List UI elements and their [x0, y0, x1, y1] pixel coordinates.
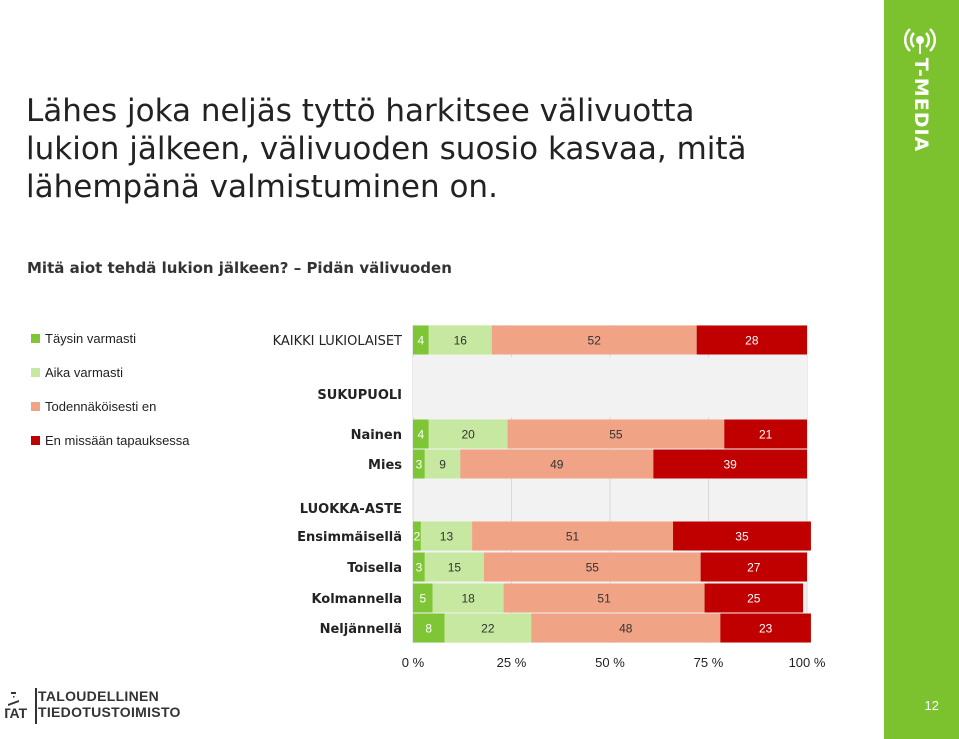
- bar-segment: [720, 613, 811, 643]
- page-number: 12: [924, 698, 939, 713]
- bar-segment: [424, 449, 461, 479]
- bar-segment: [413, 419, 429, 449]
- bar-segment: [724, 419, 807, 449]
- data-label: 51: [597, 592, 611, 606]
- data-label: 22: [481, 622, 495, 636]
- bar-segment: [704, 583, 804, 613]
- data-label: 52: [588, 334, 602, 348]
- data-label: 55: [609, 428, 623, 442]
- bar-segment: [428, 419, 508, 449]
- data-label: 15: [448, 561, 462, 575]
- category-label: Kolmannella: [311, 592, 402, 607]
- bar-segment: [491, 325, 697, 355]
- footer-org-line1: TALOUDELLINEN: [38, 688, 160, 704]
- bar-segment: [531, 613, 721, 643]
- category-label: Toisella: [347, 561, 402, 576]
- bar-segment: [472, 521, 674, 551]
- legend-item: Täysin varmasti: [31, 331, 136, 346]
- data-label: 23: [759, 622, 773, 636]
- bar-segment: [696, 325, 807, 355]
- data-label: 4: [418, 334, 425, 348]
- title-line: lukion jälkeen, välivuoden suosio kasvaa…: [26, 131, 747, 167]
- data-label: 28: [745, 334, 759, 348]
- tat-logo-icon: TAT: [5, 688, 37, 724]
- data-label: 27: [747, 561, 761, 575]
- category-label: Ensimmäisellä: [297, 530, 402, 545]
- legend-swatch: [31, 368, 40, 377]
- legend-label: Täysin varmasti: [45, 331, 137, 346]
- data-label: 55: [586, 561, 600, 575]
- legend-label: En missään tapauksessa: [45, 433, 190, 448]
- category-label: KAIKKI LUKIOLAISET: [273, 334, 402, 349]
- category-label: Neljännellä: [320, 622, 402, 637]
- legend-label: Todennäköisesti en: [45, 399, 157, 414]
- data-label: 8: [425, 622, 432, 636]
- data-label: 18: [461, 592, 475, 606]
- data-label: 21: [759, 428, 773, 442]
- x-tick-label: 0 %: [402, 655, 425, 670]
- legend-item: Aika varmasti: [31, 365, 123, 380]
- bar-segment: [413, 325, 429, 355]
- data-label: 9: [439, 458, 446, 472]
- header-row-band: [413, 357, 807, 417]
- data-label: 5: [420, 592, 427, 606]
- slide-title: Lähes joka neljäs tyttö harkitsee välivu…: [26, 92, 866, 206]
- x-tick-label: 50 %: [595, 655, 625, 670]
- data-label: 39: [723, 458, 737, 472]
- bar-segment: [483, 552, 701, 582]
- x-tick-label: 75 %: [694, 655, 724, 670]
- x-tick-label: 25 %: [497, 655, 527, 670]
- group-header: LUOKKA-ASTE: [300, 502, 402, 517]
- brand-sidebar: T-MEDIA 12: [884, 0, 959, 739]
- bar-segment: [673, 521, 811, 551]
- data-label: 20: [461, 428, 475, 442]
- data-label: 49: [550, 458, 564, 472]
- footer-abbr: TAT: [5, 705, 28, 721]
- bar-segment: [653, 449, 807, 479]
- legend-swatch: [31, 334, 40, 343]
- bar-segment: [413, 552, 425, 582]
- bar-segment: [507, 419, 725, 449]
- category-label: Nainen: [351, 428, 402, 443]
- data-label: 4: [418, 428, 425, 442]
- bar-segment: [413, 613, 445, 643]
- title-line: lähempänä valmistuminen on.: [26, 169, 498, 205]
- legend-item: En missään tapauksessa: [31, 433, 190, 448]
- bar-segment: [503, 583, 705, 613]
- data-label: 16: [454, 334, 468, 348]
- data-label: 13: [440, 530, 454, 544]
- bar-segment: [432, 583, 504, 613]
- bar-segment: [413, 583, 433, 613]
- legend-swatch: [31, 402, 40, 411]
- bar-segment: [460, 449, 654, 479]
- footer-org-line2: TIEDOTUSTOIMISTO: [38, 704, 181, 720]
- data-label: 2: [414, 530, 421, 544]
- legend-swatch: [31, 436, 40, 445]
- data-label: 48: [619, 622, 633, 636]
- data-label: 3: [416, 458, 423, 472]
- bar-segment: [700, 552, 807, 582]
- data-label: 35: [735, 530, 749, 544]
- legend-item: Todennäköisesti en: [31, 399, 156, 414]
- bar-segment: [444, 613, 532, 643]
- data-label: 25: [747, 592, 761, 606]
- group-header: SUKUPUOLI: [317, 388, 402, 403]
- bar-segment: [428, 325, 492, 355]
- bar-segment: [413, 449, 425, 479]
- x-tick-label: 100 %: [789, 655, 826, 670]
- question-subtitle: Mitä aiot tehdä lukion jälkeen? – Pidän …: [27, 259, 452, 277]
- signal-logo-icon: [903, 28, 937, 54]
- data-label: 3: [416, 561, 423, 575]
- bar-segment: [424, 552, 484, 582]
- category-label: Mies: [368, 458, 402, 473]
- bar-segment: [420, 521, 473, 551]
- brand-name: T-MEDIA: [910, 57, 932, 153]
- bar-segment: [413, 521, 421, 551]
- data-label: 51: [566, 530, 580, 544]
- title-line: Lähes joka neljäs tyttö harkitsee välivu…: [26, 93, 695, 129]
- legend-label: Aika varmasti: [45, 365, 124, 380]
